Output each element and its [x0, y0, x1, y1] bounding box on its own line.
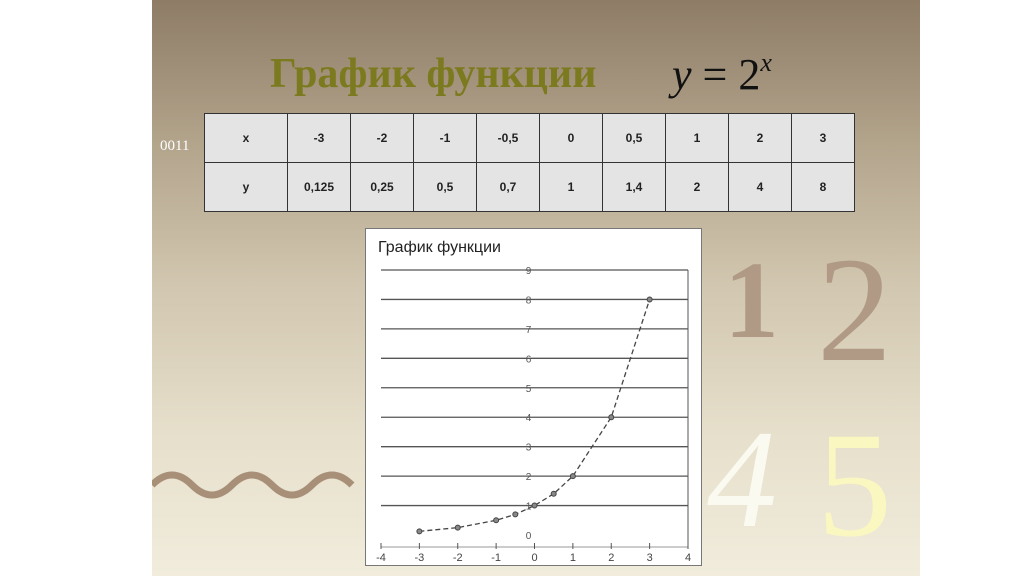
x-tick-label: -2	[453, 552, 463, 564]
table-cell: -2	[350, 113, 414, 163]
data-point	[493, 517, 500, 524]
data-point	[512, 511, 519, 518]
table-cell: 8	[791, 162, 855, 212]
chart-title: График функции	[378, 239, 501, 256]
decor-digit: 5	[817, 402, 892, 568]
x-tick-label: -1	[491, 552, 501, 564]
y-tick-label: 2	[526, 472, 532, 483]
y-tick-label: 0	[526, 531, 532, 542]
formula: y = 2x	[672, 48, 772, 100]
table-cell: 0	[539, 113, 603, 163]
decor-wave	[152, 471, 355, 499]
table-cell: 0,7	[476, 162, 540, 212]
table-cell: 1	[539, 162, 603, 212]
table-cell: 0,25	[350, 162, 414, 212]
table-cell: 0,5	[413, 162, 477, 212]
table-cell: 3	[791, 113, 855, 163]
y-tick-label: 8	[526, 295, 532, 306]
y-tick-label: 9	[526, 266, 532, 277]
decor-digit: 1	[724, 239, 779, 361]
y-tick-label: 6	[526, 354, 532, 365]
table-cell: -0,5	[476, 113, 540, 163]
x-tick-label: -3	[414, 552, 424, 564]
x-tick-label: 1	[570, 552, 576, 564]
x-tick-label: 4	[685, 552, 691, 564]
x-tick-label: 0	[531, 552, 537, 564]
formula-lhs: y	[672, 50, 692, 99]
y-tick-label: 4	[526, 413, 532, 424]
data-point	[646, 296, 653, 303]
data-point	[531, 502, 538, 509]
table-row: y 0,125 0,25 0,5 0,7 1 1,4 2 4 8	[204, 162, 855, 212]
slide-title: График функции	[270, 51, 597, 97]
side-label: 0011	[160, 138, 190, 154]
chart: График функции 0 1 2 3 4 5 6 7 8 9 -4 -3 -2 -1 0 1 2 3 4	[365, 228, 702, 566]
x-tick-label: 3	[647, 552, 653, 564]
decor-digit: 4	[707, 402, 777, 557]
slide: 1 2 4 5 График функции y = 2x 0011 x -3 -2…	[152, 0, 920, 576]
table-cell: 0,5	[602, 113, 666, 163]
y-tick-label: 1	[526, 502, 532, 513]
row-header: y	[204, 162, 288, 212]
table-cell: -1	[413, 113, 477, 163]
data-point	[454, 524, 461, 531]
y-tick-label: 5	[526, 384, 532, 395]
row-header: x	[204, 113, 288, 163]
y-tick-label: 7	[526, 325, 532, 336]
table-cell: 4	[728, 162, 792, 212]
y-tick-label: 3	[526, 443, 532, 454]
formula-base: 2	[738, 50, 761, 99]
table-cell: -3	[287, 113, 351, 163]
formula-eq: =	[702, 50, 728, 99]
table-cell: 2	[728, 113, 792, 163]
table-cell: 2	[665, 162, 729, 212]
x-tick-label: 2	[608, 552, 614, 564]
table-cell: 0,125	[287, 162, 351, 212]
table-cell: 1	[665, 113, 729, 163]
formula-exponent: x	[760, 48, 772, 77]
table-row: x -3 -2 -1 -0,5 0 0,5 1 2 3	[204, 113, 855, 163]
x-tick-label: -4	[376, 552, 386, 564]
data-point	[608, 414, 615, 421]
series-line	[419, 299, 651, 532]
data-point	[416, 528, 423, 535]
data-point	[569, 473, 576, 480]
decor-digit: 2	[817, 227, 892, 393]
data-point	[550, 490, 557, 497]
plot-area: 0 1 2 3 4 5 6 7 8 9 -4 -3 -2 -1 0 1 2 3 4	[376, 266, 691, 564]
table-cell: 1,4	[602, 162, 666, 212]
values-table: x -3 -2 -1 -0,5 0 0,5 1 2 3 y 0,125 0,25 0,5 0,7 1 1,4 2 4…	[204, 113, 855, 212]
